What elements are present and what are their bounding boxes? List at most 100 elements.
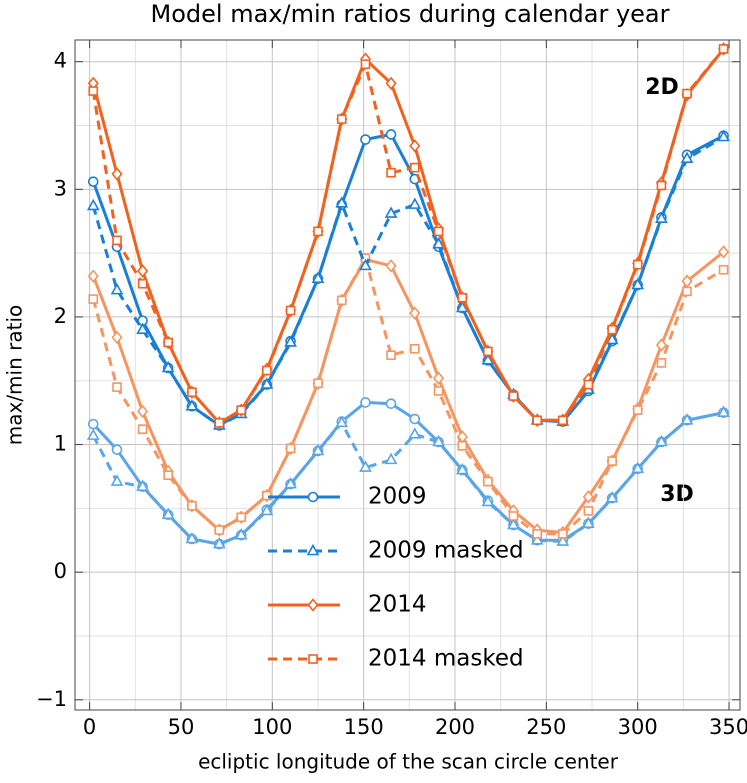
marker xyxy=(455,300,469,313)
marker xyxy=(718,44,729,54)
marker xyxy=(680,151,694,163)
chart-title: Model max/min ratios during calendar yea… xyxy=(151,0,670,28)
marker xyxy=(161,360,175,373)
annotation: 3D xyxy=(660,482,694,507)
marker xyxy=(163,470,173,480)
marker xyxy=(359,460,372,472)
marker xyxy=(111,167,123,181)
marker xyxy=(433,386,444,396)
marker xyxy=(455,462,469,475)
marker xyxy=(112,235,122,246)
marker xyxy=(214,525,225,535)
x-tick-label: 200 xyxy=(435,715,475,739)
marker xyxy=(384,452,398,465)
marker xyxy=(408,427,422,439)
marker xyxy=(656,358,667,368)
marker xyxy=(260,377,274,389)
x-axis-label: ecliptic longitude of the scan circle ce… xyxy=(198,750,619,774)
marker xyxy=(432,237,445,249)
marker xyxy=(582,516,595,528)
marker xyxy=(432,434,445,447)
marker xyxy=(136,479,149,491)
marker xyxy=(313,226,323,237)
series-line xyxy=(91,254,725,536)
marker xyxy=(313,378,323,389)
marker xyxy=(360,134,371,145)
x-tick-label: 50 xyxy=(168,715,195,739)
marker xyxy=(86,198,100,211)
marker xyxy=(605,491,619,503)
marker xyxy=(161,507,175,520)
marker xyxy=(112,382,122,392)
marker xyxy=(717,405,730,417)
marker xyxy=(111,444,123,455)
marker xyxy=(234,528,248,540)
marker xyxy=(410,344,420,354)
marker xyxy=(311,271,325,283)
marker xyxy=(508,391,519,401)
marker xyxy=(631,461,645,474)
marker xyxy=(185,531,199,544)
marker xyxy=(583,379,594,390)
marker xyxy=(532,529,543,539)
x-tick-label: 250 xyxy=(526,715,566,739)
marker xyxy=(457,292,468,303)
marker xyxy=(483,476,493,487)
marker xyxy=(410,162,420,173)
y-tick-label: 2 xyxy=(54,304,67,328)
y-tick-label: 4 xyxy=(54,49,67,73)
legend-marker xyxy=(307,598,319,612)
marker xyxy=(507,517,520,530)
marker xyxy=(532,415,543,426)
marker xyxy=(409,139,421,153)
y-tick-label: 1 xyxy=(54,432,67,456)
marker xyxy=(110,474,124,486)
series-line xyxy=(91,47,725,425)
marker xyxy=(260,503,274,516)
marker xyxy=(137,278,148,289)
legend-marker xyxy=(308,654,318,664)
marker xyxy=(185,399,199,411)
marker xyxy=(110,282,124,295)
marker xyxy=(87,418,99,430)
y-tick-label: −1 xyxy=(36,687,67,711)
marker xyxy=(557,529,568,539)
marker xyxy=(359,258,372,271)
marker xyxy=(187,387,197,398)
series-line xyxy=(91,411,724,546)
marker xyxy=(718,264,729,275)
plot-frame xyxy=(74,39,741,711)
marker xyxy=(311,443,325,456)
marker xyxy=(385,398,397,410)
x-tick-label: 350 xyxy=(709,715,747,739)
marker xyxy=(655,211,668,223)
marker xyxy=(137,264,149,278)
marker xyxy=(384,206,398,218)
marker xyxy=(88,294,99,304)
marker xyxy=(137,424,148,435)
marker xyxy=(137,404,149,419)
marker xyxy=(136,322,149,334)
marker xyxy=(409,413,421,425)
marker xyxy=(335,196,349,208)
annotation: 2D xyxy=(645,75,679,100)
legend-marker xyxy=(306,543,320,556)
x-tick-label: 100 xyxy=(252,715,292,739)
x-tick-label: 150 xyxy=(344,715,384,739)
marker xyxy=(111,330,123,345)
x-tick-label: 300 xyxy=(618,715,658,739)
marker xyxy=(655,338,667,352)
marker xyxy=(87,269,99,283)
marker xyxy=(86,428,100,440)
marker xyxy=(582,490,594,504)
marker xyxy=(433,371,445,385)
marker xyxy=(607,324,617,335)
marker xyxy=(386,350,396,361)
marker xyxy=(632,405,643,415)
marker xyxy=(336,295,347,306)
marker xyxy=(583,506,594,516)
marker xyxy=(163,337,173,348)
marker xyxy=(656,180,667,191)
marker xyxy=(682,286,692,297)
